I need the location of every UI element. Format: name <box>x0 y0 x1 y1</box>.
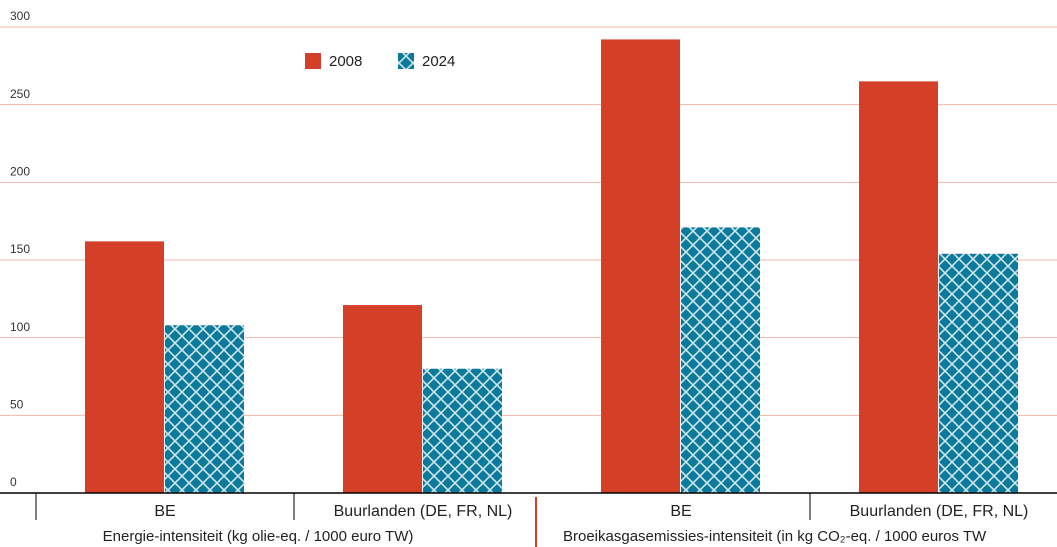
bar <box>681 227 760 493</box>
x-tick-label: Buurlanden (DE, FR, NL) <box>850 503 1029 520</box>
y-tick-label: 200 <box>10 165 30 179</box>
bar <box>85 241 164 493</box>
bar <box>423 368 502 493</box>
y-tick-label: 0 <box>10 475 17 489</box>
legend-swatch <box>305 53 321 69</box>
y-tick-label: 100 <box>10 320 30 334</box>
legend-label: 2008 <box>329 53 362 70</box>
group-label: Broeikasgasemissies-intensiteit (in kg C… <box>563 528 987 545</box>
x-tick-label: BE <box>154 503 175 520</box>
bar <box>165 325 244 493</box>
y-tick-label: 50 <box>10 398 24 412</box>
bar <box>939 253 1018 493</box>
y-tick-label: 300 <box>10 9 30 23</box>
legend-swatch <box>398 53 414 69</box>
bar <box>859 81 938 493</box>
bar <box>343 305 422 493</box>
y-tick-label: 150 <box>10 242 30 256</box>
x-tick-label: BE <box>670 503 691 520</box>
bar <box>601 39 680 493</box>
y-tick-label: 250 <box>10 87 30 101</box>
group-label: Energie-intensiteit (kg olie-eq. / 1000 … <box>103 528 414 545</box>
legend-label: 2024 <box>422 53 455 70</box>
x-tick-label: Buurlanden (DE, FR, NL) <box>334 503 513 520</box>
